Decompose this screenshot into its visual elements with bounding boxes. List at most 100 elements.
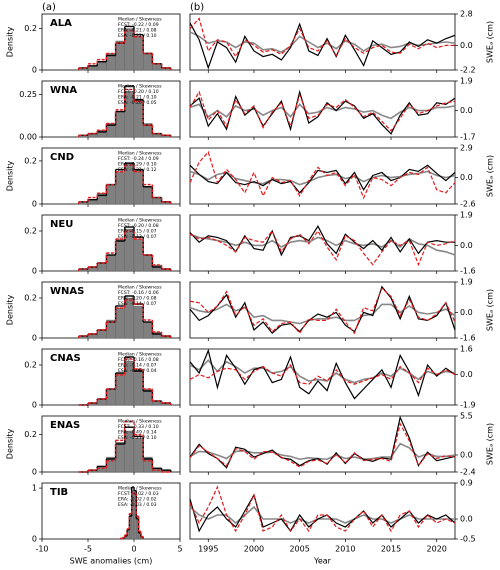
annotation: FCST: -0.33 / 0.10 xyxy=(118,424,159,430)
histogram-bar xyxy=(133,438,144,473)
y-tick-label: 5.5 xyxy=(460,412,473,421)
y-tick-label: 0.2 xyxy=(24,430,37,439)
annotation: Median / Skewness xyxy=(118,352,162,358)
histogram-bar xyxy=(97,466,107,473)
histogram-bar xyxy=(152,197,162,205)
series-line xyxy=(189,442,456,461)
y-tick-label: -1.6 xyxy=(460,334,476,343)
annotation: ERA: -0.49 / 0.14 xyxy=(118,430,157,436)
annotation: ERA: -0.21 / 0.08 xyxy=(118,28,157,34)
histogram-bar xyxy=(115,238,125,272)
y-tick-label: -2.2 xyxy=(460,66,476,75)
annotation: ERA: -0.20 / 0.08 xyxy=(118,296,157,302)
y-tick-label: 1.9 xyxy=(460,77,473,86)
y-tick-label: 0 xyxy=(32,200,37,209)
y-tick-label: 0.0 xyxy=(460,370,473,379)
annotation: ESA: -0.31 / 0.12 xyxy=(118,167,157,173)
histogram-bar xyxy=(115,441,125,473)
histogram-bar xyxy=(115,307,125,339)
y-tick-label: 0.2 xyxy=(24,294,37,303)
y-tick-label: 0.2 xyxy=(24,227,37,236)
annotation: ERA: -0.14 / 0.07 xyxy=(118,363,157,369)
y-tick-label: 0.0 xyxy=(460,241,473,250)
series-line xyxy=(189,90,456,132)
annotation: FCST: -0.16 / 0.06 xyxy=(118,290,159,296)
panel-label: (b) xyxy=(190,2,204,13)
histogram-bar xyxy=(133,305,144,339)
annotation: FCST: -0.24 / 0.09 xyxy=(118,156,159,162)
series-line xyxy=(189,285,456,335)
y-tick-label: 0.25 xyxy=(19,90,37,99)
y-axis-label: SWEₐ (cm) xyxy=(486,155,495,197)
y-tick-label: -1.6 xyxy=(460,267,476,276)
annotation: ESA: -0.06 / 0.04 xyxy=(118,368,157,374)
histogram-bar xyxy=(143,254,153,272)
annotation: Median / Skewness xyxy=(118,419,162,425)
region-label: TIB xyxy=(50,487,68,498)
histogram-bar xyxy=(143,186,153,205)
annotation: ESA: -0.03 / 0.03 xyxy=(118,502,157,508)
y-tick-label: 0.0 xyxy=(460,450,473,459)
series-line xyxy=(189,422,456,468)
region-label: ALA xyxy=(50,18,72,29)
y-axis-label: Density xyxy=(6,295,15,326)
axes-frame xyxy=(189,482,456,540)
x-tick-label: 5 xyxy=(177,545,182,554)
annotation: FCST: -0.20 / 0.08 xyxy=(118,223,159,229)
y-tick-label: 1.6 xyxy=(460,345,473,354)
series-line xyxy=(189,415,456,469)
y-tick-label: -2.6 xyxy=(460,200,476,209)
series-line xyxy=(189,358,456,384)
annotation: ESA: -0.22 / 0.10 xyxy=(118,33,157,39)
axes-frame xyxy=(189,415,456,473)
histogram-bar xyxy=(106,184,116,205)
y-tick-label: 0.0 xyxy=(460,41,473,50)
y-tick-label: 1.9 xyxy=(460,278,473,287)
histogram-bar xyxy=(152,331,162,339)
series-line xyxy=(189,170,456,186)
y-tick-label: 0.0 xyxy=(460,308,473,317)
annotation: FCST: -0.20 / 0.10 xyxy=(118,89,159,95)
y-tick-label: -1.7 xyxy=(460,133,476,142)
x-tick-label: 2005 xyxy=(289,545,309,554)
region-label: NEU xyxy=(50,219,73,230)
series-line xyxy=(189,485,456,533)
x-axis-label: SWE anomalies (cm) xyxy=(70,557,153,566)
histogram-bar xyxy=(133,36,144,71)
histogram-bar xyxy=(97,398,107,406)
histogram-bar xyxy=(133,238,144,272)
y-tick-label: 0.0 xyxy=(460,173,473,182)
histogram-bar xyxy=(152,264,162,272)
x-tick-label: -5 xyxy=(84,545,92,554)
annotation: ERA: -0.29 / 0.10 xyxy=(118,162,157,168)
y-tick-label: 2.9 xyxy=(460,144,473,153)
annotation: FCST: -0.16 / 0.08 xyxy=(118,357,159,363)
series-line xyxy=(189,229,456,267)
y-tick-label: 1.9 xyxy=(460,211,473,220)
y-tick-label: 2.8 xyxy=(460,10,473,19)
region-label: WNA xyxy=(50,85,77,96)
series-line xyxy=(189,17,455,58)
y-tick-label: 0.2 xyxy=(24,24,37,33)
x-tick-label: 2000 xyxy=(244,545,264,554)
series-line xyxy=(189,363,456,385)
axes-frame xyxy=(189,214,456,272)
axes-frame xyxy=(41,482,181,540)
histogram-bar xyxy=(133,368,144,406)
y-tick-label: 0 xyxy=(32,66,37,75)
x-axis-label: Year xyxy=(313,557,332,566)
histogram-bar xyxy=(115,171,125,205)
annotation: Median / Skewness xyxy=(118,285,162,291)
y-tick-label: 0 xyxy=(32,267,37,276)
x-tick-label: 2010 xyxy=(335,545,355,554)
annotation: ERA: -0.02 / 0.02 xyxy=(118,497,157,503)
y-tick-label: 0 xyxy=(32,334,37,343)
histogram-bar xyxy=(115,40,125,71)
annotation: ERA: -0.15 / 0.07 xyxy=(118,229,157,235)
series-line xyxy=(189,31,456,53)
y-tick-label: 0.9 xyxy=(460,479,473,488)
axes-frame xyxy=(189,348,456,406)
histogram-bar xyxy=(143,53,153,71)
y-tick-label: 0.0 xyxy=(460,106,473,115)
y-tick-label: 0 xyxy=(32,401,37,410)
